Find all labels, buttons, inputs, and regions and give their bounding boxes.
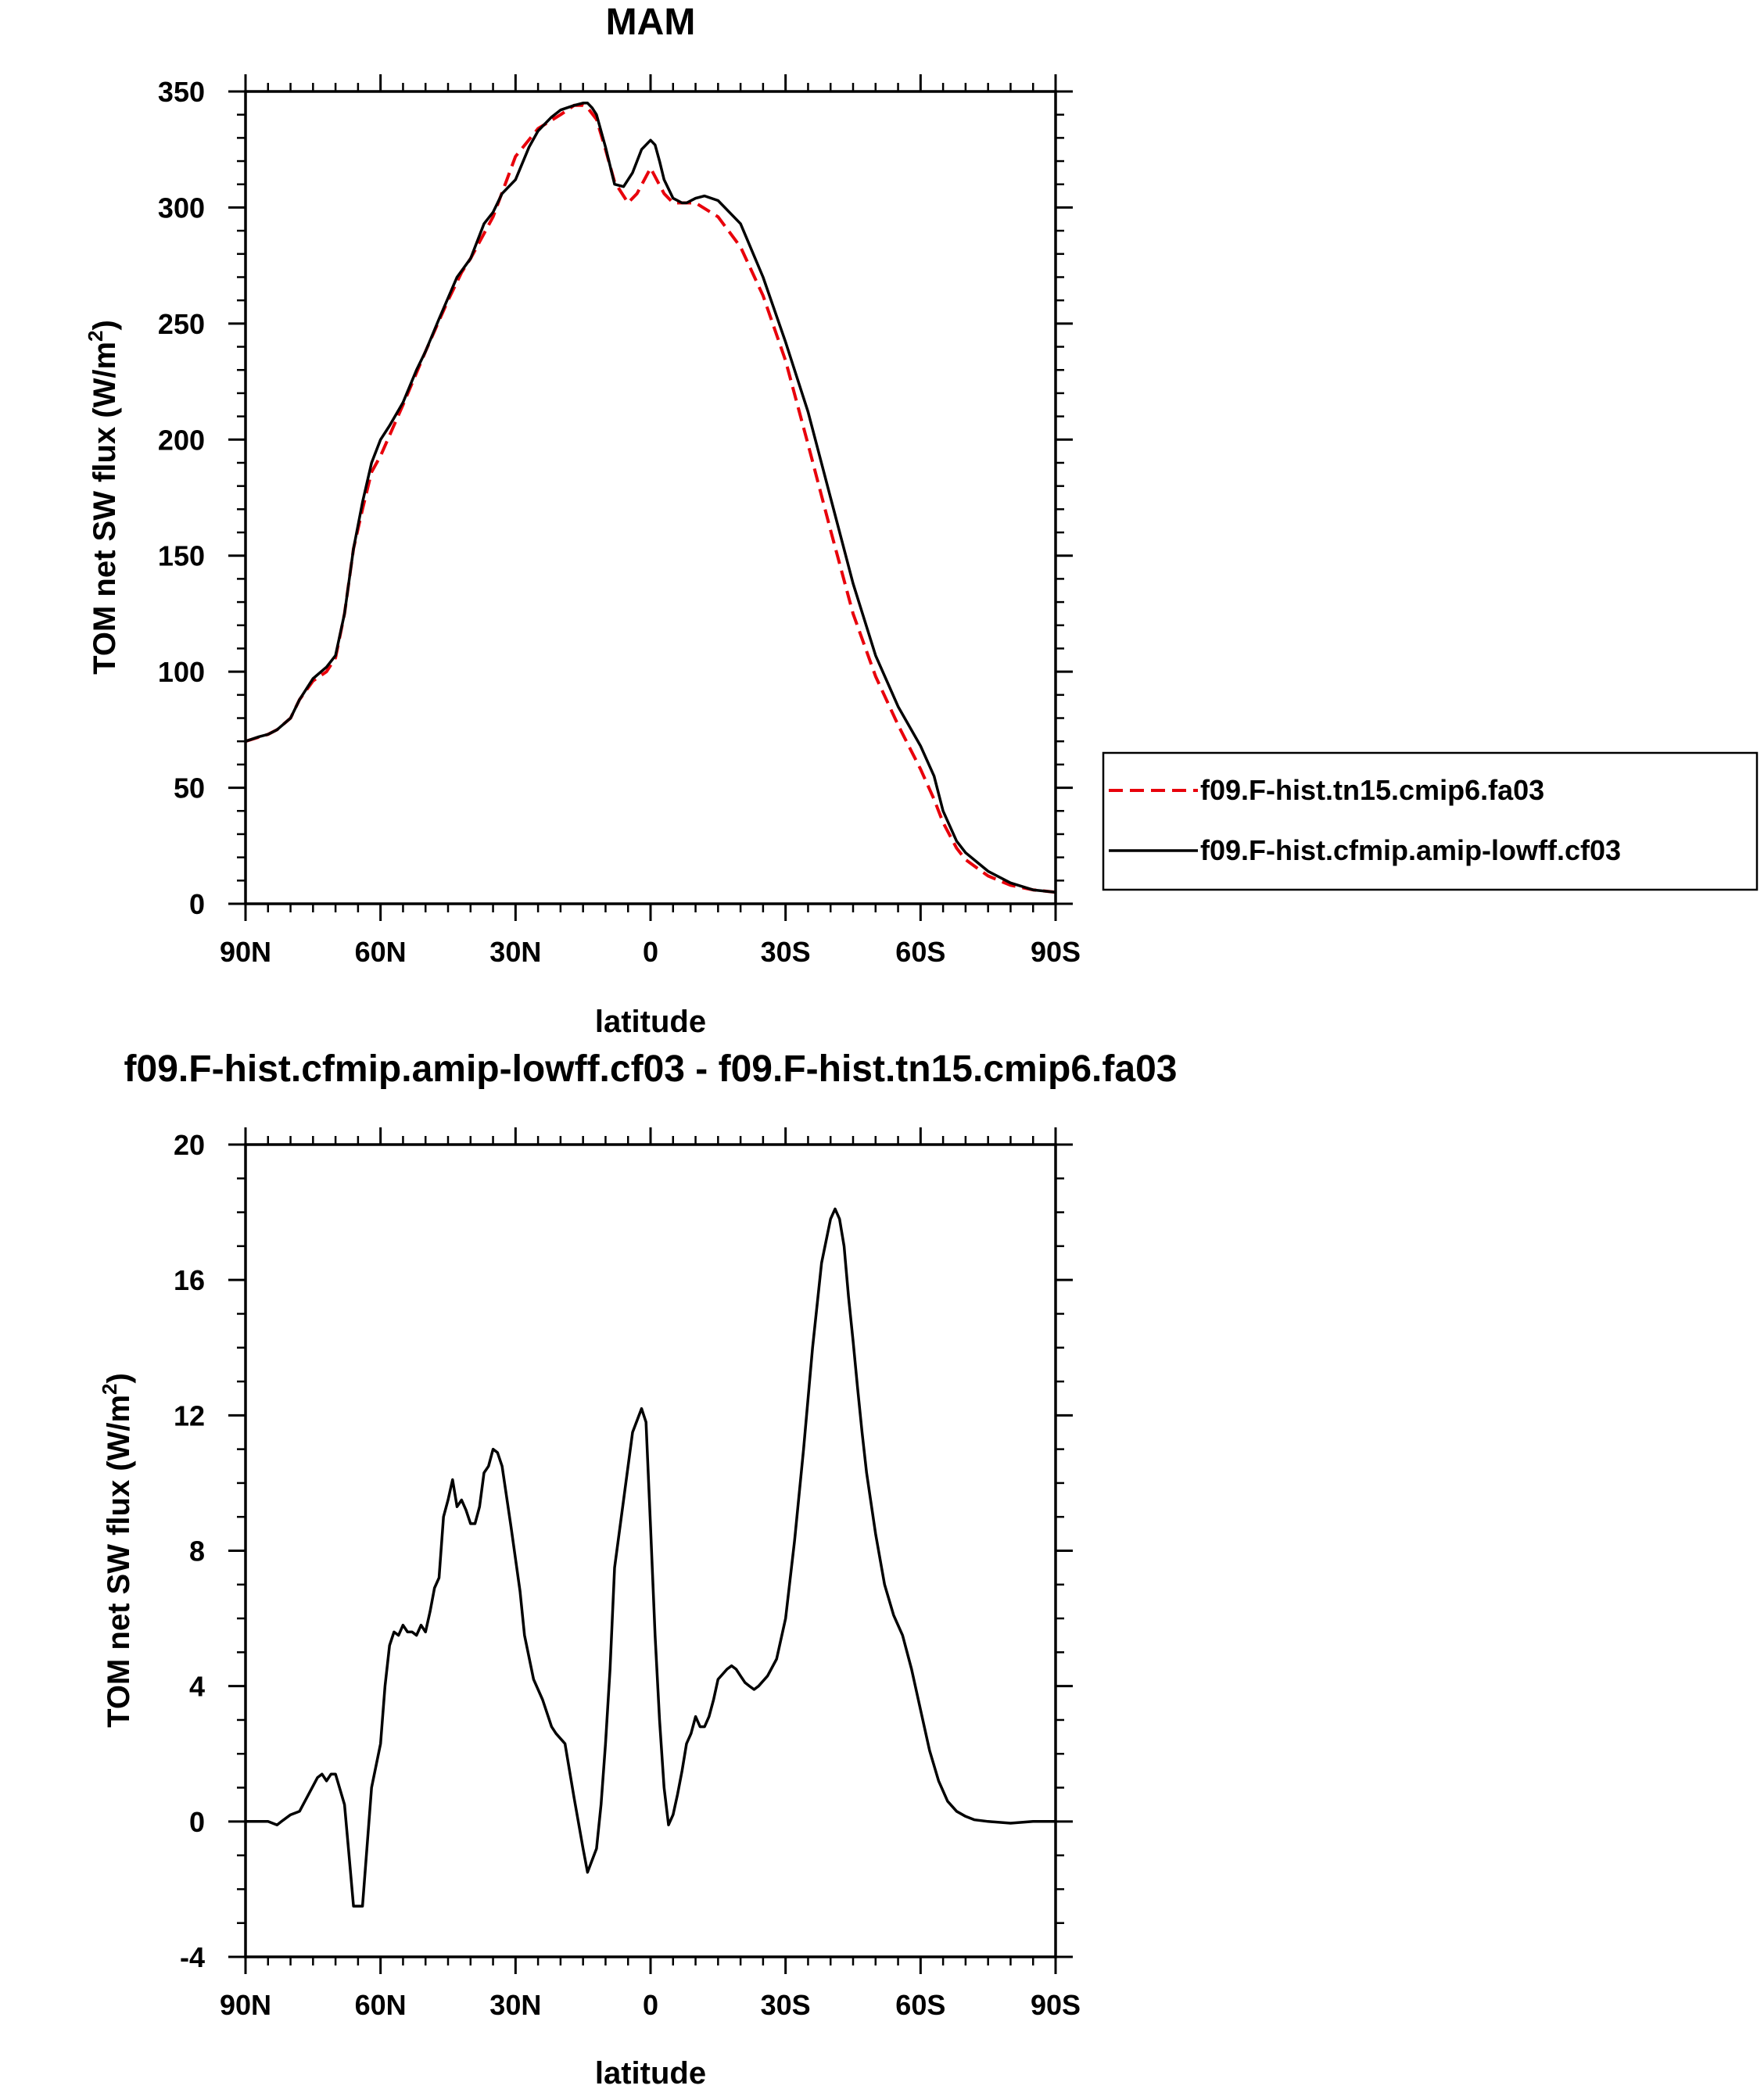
x-tick-label: 60N [355, 936, 407, 968]
y-tick-label: 20 [174, 1129, 205, 1161]
y-tick-label: 300 [158, 192, 205, 224]
y-tick-label: -4 [180, 1941, 205, 1973]
y-tick-label: 16 [174, 1264, 205, 1296]
y-tick-label: 4 [189, 1671, 205, 1703]
legend-box [1102, 751, 1759, 891]
x-tick-label: 90N [220, 1989, 271, 2021]
plot-frame-bottom [244, 1143, 1057, 1958]
chart-title-top: MAM [606, 2, 696, 43]
x-axis-label-top: latitude [595, 1005, 706, 1039]
chart-panel-bottom: f09.F-hist.cfmip.amip-lowff.cf03 - f09.F… [98, 1048, 1177, 2089]
y-tick-labels: -4 0 4 8 12 16 20 [174, 1129, 205, 1973]
y-tick-marks [228, 1127, 1073, 1974]
series-line-0 [246, 1207, 1056, 1908]
y-axis-label-text: TOM net SW flux (W/m [88, 342, 122, 675]
y-tick-labels: 0 50 100 150 200 250 300 350 [158, 76, 205, 920]
y-tick-label: 0 [189, 888, 205, 920]
x-tick-label: 60S [895, 1989, 945, 2021]
legend-label-cf03: f09.F-hist.cfmip.amip-lowff.cf03 [1200, 834, 1621, 866]
x-tick-label: 90S [1031, 1989, 1081, 2021]
x-tick-label: 30S [761, 1989, 811, 2021]
x-axis-label-bottom: latitude [595, 2056, 706, 2089]
y-tick-label: 100 [158, 656, 205, 688]
x-tick-labels: 90N 60N 30N 0 30S 60S 90S [220, 936, 1081, 968]
legend: f09.F-hist.tn15.cmip6.fa03 f09.F-hist.cf… [1102, 751, 1759, 891]
x-tick-label: 90N [220, 936, 271, 968]
x-tick-label: 60N [355, 1989, 407, 2021]
y-axis-label-close: ) [102, 1373, 136, 1383]
y-tick-label: 50 [174, 772, 205, 804]
series-line-1 [245, 102, 1056, 894]
x-tick-label: 90S [1031, 936, 1081, 968]
x-tick-label: 0 [643, 936, 658, 968]
y-tick-label: 12 [174, 1399, 205, 1431]
x-tick-label: 30N [489, 936, 541, 968]
y-tick-label: 350 [158, 76, 205, 108]
legend-label-fa03: f09.F-hist.tn15.cmip6.fa03 [1200, 774, 1544, 806]
y-tick-label: 150 [158, 540, 205, 572]
y-axis-label-bottom: TOM net SW flux (W/m2) [98, 1373, 136, 1728]
chart-panel-top: MAM 90N 60N 30N 0 30S 60S 90S 0 50 100 150 200 250 3… [84, 2, 1759, 1039]
y-axis-label-superscript: 2 [84, 330, 107, 341]
y-axis-label-close: ) [88, 320, 122, 330]
x-tick-label: 30N [489, 1989, 541, 2021]
y-tick-label: 8 [189, 1535, 205, 1568]
y-tick-marks [228, 74, 1073, 921]
y-tick-label: 250 [158, 308, 205, 340]
plot-frame-top [244, 90, 1057, 905]
x-tick-labels: 90N 60N 30N 0 30S 60S 90S [220, 1989, 1081, 2021]
x-tick-label: 30S [761, 936, 811, 968]
x-tick-label: 60S [895, 936, 945, 968]
y-tick-label: 0 [189, 1806, 205, 1838]
y-axis-label-text: TOM net SW flux (W/m [102, 1395, 136, 1728]
series-group [245, 102, 1056, 894]
series-group [246, 1207, 1056, 1908]
y-tick-label: 200 [158, 424, 205, 456]
y-axis-label-superscript: 2 [98, 1383, 121, 1394]
x-tick-label: 0 [643, 1989, 658, 2021]
y-axis-label-top: TOM net SW flux (W/m2) [84, 320, 122, 675]
chart-title-bottom: f09.F-hist.cfmip.amip-lowff.cf03 - f09.F… [124, 1048, 1178, 1090]
